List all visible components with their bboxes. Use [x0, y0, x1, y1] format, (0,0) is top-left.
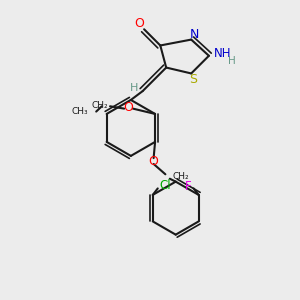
Text: Cl: Cl: [159, 179, 171, 192]
Text: F: F: [184, 180, 191, 193]
Text: CH₂: CH₂: [92, 101, 109, 110]
Text: N: N: [190, 28, 200, 41]
Text: CH₂: CH₂: [172, 172, 189, 181]
Text: H: H: [228, 56, 236, 66]
Text: S: S: [190, 74, 198, 86]
Text: O: O: [148, 154, 158, 167]
Text: O: O: [123, 101, 133, 114]
Text: CH₃: CH₃: [71, 107, 88, 116]
Text: H: H: [130, 82, 138, 93]
Text: O: O: [134, 17, 144, 31]
Text: NH: NH: [214, 47, 232, 60]
